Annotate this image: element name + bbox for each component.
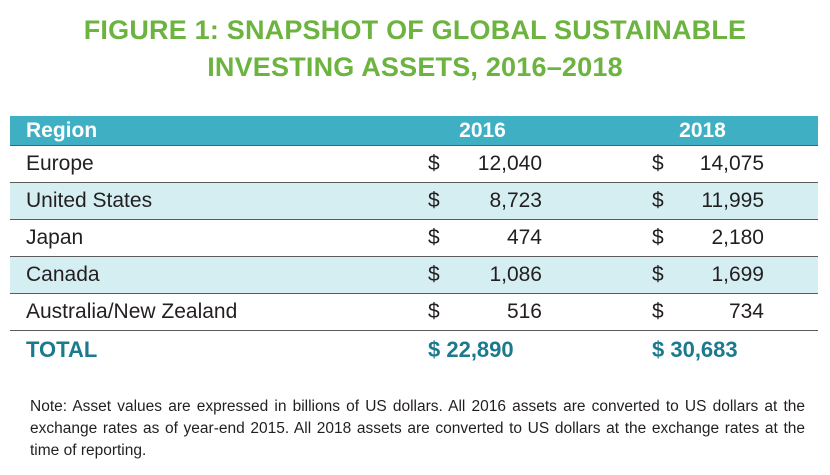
value-2018: 2,180 [711, 226, 764, 249]
currency-2016: $ [428, 226, 440, 249]
figure-title: FIGURE 1: SNAPSHOT OF GLOBAL SUSTAINABLE… [0, 12, 830, 86]
table-row-total: TOTAL $ 22,890 $ 30,683 [10, 331, 818, 368]
value-2016: 474 [506, 226, 542, 249]
value-2018: 11,995 [701, 189, 764, 212]
table-row-japan: Japan $ 474 $ 2,180 [10, 220, 818, 257]
value-2018: 734 [728, 300, 764, 323]
value-2018: 14,075 [699, 152, 764, 175]
region-cell: Europe [26, 152, 94, 175]
currency-2018: $ [652, 263, 664, 286]
header-2018: 2018 [679, 118, 726, 142]
table-header-row: Region 2016 2018 [10, 116, 818, 146]
value-2018: 1,699 [711, 263, 764, 286]
currency-2018: $ [652, 226, 664, 249]
table-row-canada: Canada $ 1,086 $ 1,699 [10, 257, 818, 294]
total-2016: $ 22,890 [428, 336, 514, 362]
assets-table: Region 2016 2018 Europe $ 12,040 $ 14,07… [10, 116, 818, 369]
value-2016: 12,040 [477, 152, 542, 175]
table-row-europe: Europe $ 12,040 $ 14,075 [10, 146, 818, 183]
currency-2018: $ [652, 300, 664, 323]
value-2016: 1,086 [489, 263, 542, 286]
header-region: Region [26, 118, 98, 142]
total-label: TOTAL [26, 336, 98, 362]
currency-2016: $ [428, 263, 440, 286]
currency-2018: $ [652, 152, 664, 175]
region-cell: Japan [26, 226, 84, 249]
figure-title-line-2: INVESTING ASSETS, 2016–2018 [207, 52, 623, 82]
region-cell: Canada [26, 263, 100, 286]
footnote: Note: Asset values are expressed in bill… [30, 398, 805, 459]
table-row-australia-new-zealand: Australia/New Zealand $ 516 $ 734 [10, 294, 818, 331]
value-2016: 516 [506, 300, 542, 323]
currency-2016: $ [428, 152, 440, 175]
table-row-united-states: United States $ 8,723 $ 11,995 [10, 183, 818, 220]
currency-2016: $ [428, 189, 440, 212]
region-cell: United States [26, 189, 153, 212]
header-2016: 2016 [459, 118, 506, 142]
currency-2016: $ [428, 300, 440, 323]
figure-title-line-1: FIGURE 1: SNAPSHOT OF GLOBAL SUSTAINABLE [83, 15, 747, 45]
region-cell: Australia/New Zealand [26, 300, 238, 323]
currency-2018: $ [652, 189, 664, 212]
value-2016: 8,723 [489, 189, 542, 212]
total-2018: $ 30,683 [652, 336, 738, 362]
